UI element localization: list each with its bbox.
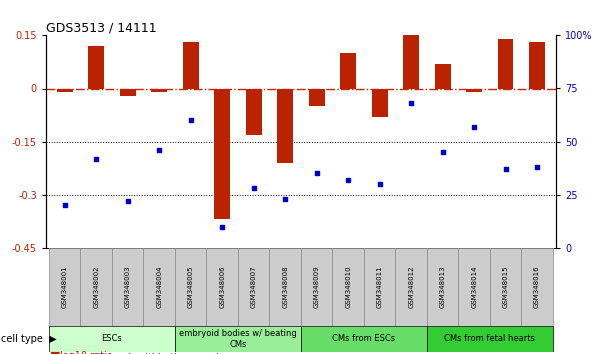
Bar <box>498 39 513 88</box>
Point <box>155 147 164 153</box>
Bar <box>403 35 419 88</box>
Bar <box>395 248 427 326</box>
Bar <box>57 88 73 92</box>
Bar <box>207 248 238 326</box>
Text: GSM348005: GSM348005 <box>188 266 194 308</box>
Text: GSM348011: GSM348011 <box>376 266 382 308</box>
Point <box>186 118 196 123</box>
Text: CMs from fetal hearts: CMs from fetal hearts <box>444 335 535 343</box>
Text: GSM348002: GSM348002 <box>93 266 99 308</box>
Bar <box>364 248 395 326</box>
Bar <box>49 248 81 326</box>
Point <box>218 224 227 229</box>
Bar <box>175 326 301 352</box>
Point <box>312 171 321 176</box>
Text: CMs from ESCs: CMs from ESCs <box>332 335 395 343</box>
Point <box>501 166 511 172</box>
Text: GSM348006: GSM348006 <box>219 266 225 308</box>
Text: GSM348004: GSM348004 <box>156 266 162 308</box>
Text: ■: ■ <box>49 353 60 354</box>
Text: cell type  ▶: cell type ▶ <box>1 334 57 344</box>
Text: GSM348015: GSM348015 <box>503 266 508 308</box>
Bar <box>435 64 450 88</box>
Bar <box>309 88 324 106</box>
Point <box>280 196 290 202</box>
Point <box>406 101 416 106</box>
Text: GDS3513 / 14111: GDS3513 / 14111 <box>46 21 156 34</box>
Bar <box>152 88 167 92</box>
Text: GSM348014: GSM348014 <box>471 266 477 308</box>
Text: GSM348003: GSM348003 <box>125 266 131 308</box>
Bar <box>183 42 199 88</box>
Bar <box>81 248 112 326</box>
Text: GSM348016: GSM348016 <box>534 266 540 308</box>
Bar <box>238 248 269 326</box>
Text: GSM348008: GSM348008 <box>282 266 288 308</box>
Text: embryoid bodies w/ beating
CMs: embryoid bodies w/ beating CMs <box>179 329 297 349</box>
Point <box>437 149 447 155</box>
Bar <box>246 88 262 135</box>
Text: GSM348009: GSM348009 <box>313 266 320 308</box>
Bar <box>529 42 545 88</box>
Point <box>123 198 133 204</box>
Bar <box>301 326 427 352</box>
Bar <box>301 248 332 326</box>
Bar <box>269 248 301 326</box>
Point <box>91 156 101 161</box>
Bar <box>427 326 553 352</box>
Text: GSM348010: GSM348010 <box>345 266 351 308</box>
Point <box>375 181 384 187</box>
Text: ■: ■ <box>49 351 60 354</box>
Bar <box>277 88 293 163</box>
Bar <box>332 248 364 326</box>
Bar <box>112 248 144 326</box>
Text: percentile rank within the sample: percentile rank within the sample <box>60 353 225 354</box>
Text: GSM348007: GSM348007 <box>251 266 257 308</box>
Point <box>343 177 353 183</box>
Point <box>60 202 70 208</box>
Text: GSM348001: GSM348001 <box>62 266 68 308</box>
Bar <box>521 248 553 326</box>
Bar <box>175 248 207 326</box>
Bar <box>458 248 490 326</box>
Bar <box>466 88 482 92</box>
Bar <box>120 88 136 96</box>
Text: log10 ratio: log10 ratio <box>60 351 113 354</box>
Bar <box>49 326 175 352</box>
Bar <box>340 53 356 88</box>
Bar <box>371 88 387 117</box>
Text: GSM348012: GSM348012 <box>408 266 414 308</box>
Point <box>249 185 258 191</box>
Point <box>532 164 542 170</box>
Bar <box>144 248 175 326</box>
Text: GSM348013: GSM348013 <box>440 266 445 308</box>
Point <box>469 124 479 130</box>
Bar <box>214 88 230 219</box>
Bar <box>490 248 521 326</box>
Bar <box>427 248 458 326</box>
Bar <box>89 46 104 88</box>
Text: ESCs: ESCs <box>101 335 122 343</box>
